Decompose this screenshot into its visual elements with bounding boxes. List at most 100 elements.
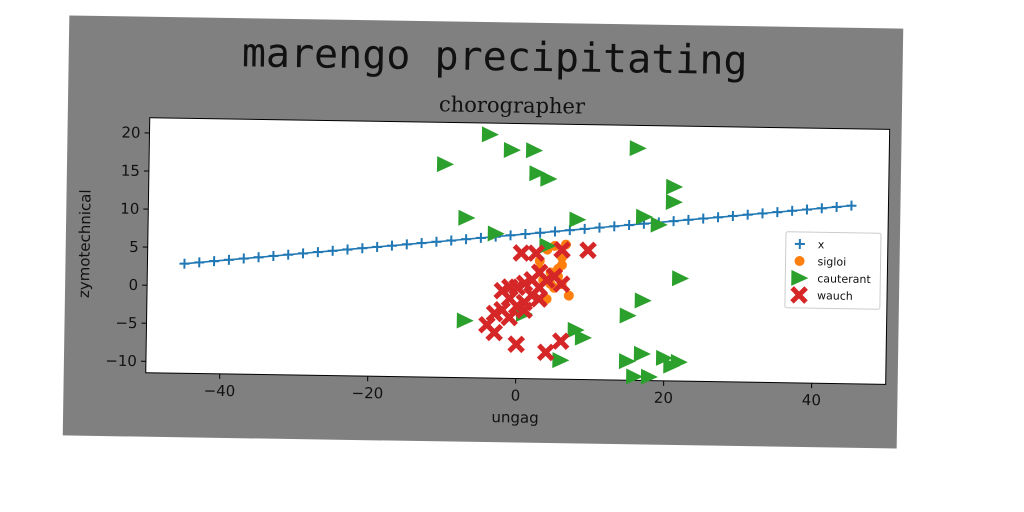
point-x-35 xyxy=(698,213,709,224)
point-x-3 xyxy=(223,254,234,265)
point-wauch-26 xyxy=(500,278,519,296)
series-line-x xyxy=(184,204,852,265)
point-x-23 xyxy=(520,229,531,240)
point-cauterant-20 xyxy=(574,329,592,346)
point-x-33 xyxy=(668,216,679,227)
point-wauch-21 xyxy=(485,323,504,342)
point-cauterant-15 xyxy=(671,270,690,287)
point-x-45 xyxy=(846,200,857,211)
legend-label-sigloi: sigloi xyxy=(817,255,846,268)
point-cauterant-26 xyxy=(626,368,644,385)
point-x-39 xyxy=(757,208,768,219)
point-x-20 xyxy=(475,232,486,243)
point-cauterant-8 xyxy=(665,193,683,210)
point-cauterant-18 xyxy=(456,312,474,329)
point-wauch-2 xyxy=(553,240,571,259)
y-tick-label-0: −10 xyxy=(105,352,137,370)
point-x-17 xyxy=(431,236,442,247)
point-wauch-25 xyxy=(515,301,534,319)
legend-marker-sigloi xyxy=(794,255,805,266)
chart-panel: marengo precipitating chorographer −40 −2… xyxy=(62,15,904,449)
point-wauch-27 xyxy=(530,263,549,282)
point-wauch-19 xyxy=(500,308,519,327)
y-tick-label-2: 0 xyxy=(128,276,138,294)
point-x-4 xyxy=(238,253,249,264)
legend-marker-x xyxy=(794,238,805,249)
legend-box xyxy=(784,231,882,310)
y-tick-label-5: 15 xyxy=(121,162,140,180)
point-x-13 xyxy=(372,241,383,252)
point-wauch-22 xyxy=(507,335,526,354)
point-sigloi-10 xyxy=(563,290,574,301)
point-wauch-1 xyxy=(527,244,546,263)
point-x-30 xyxy=(624,219,635,231)
legend-marker-cauterant xyxy=(791,269,809,286)
point-cauterant-19 xyxy=(567,321,585,338)
point-x-14 xyxy=(386,240,397,251)
point-wauch-24 xyxy=(551,332,570,351)
point-cauterant-5 xyxy=(540,170,558,187)
point-x-43 xyxy=(816,203,827,214)
point-wauch-23 xyxy=(536,343,555,362)
point-cauterant-1 xyxy=(481,126,499,143)
point-x-15 xyxy=(401,239,412,250)
point-x-29 xyxy=(609,221,620,232)
x-tick-label-0: −40 xyxy=(204,382,236,400)
point-cauterant-2 xyxy=(503,141,521,158)
point-x-22 xyxy=(505,230,516,241)
point-x-18 xyxy=(446,235,457,246)
y-tick-label-6: 20 xyxy=(121,124,140,142)
point-cauterant-28 xyxy=(552,352,570,369)
y-tick-label-1: −5 xyxy=(115,314,137,332)
point-cauterant-23 xyxy=(655,349,674,366)
point-cauterant-3 xyxy=(525,142,544,159)
point-wauch-3 xyxy=(579,241,597,260)
point-cauterant-6 xyxy=(629,140,647,157)
point-cauterant-25 xyxy=(670,353,688,370)
legend: x sigloi cauterant wauch xyxy=(784,231,882,310)
point-sigloi-13 xyxy=(556,260,567,271)
point-x-0 xyxy=(179,258,190,269)
point-x-1 xyxy=(194,257,205,268)
series-layer xyxy=(179,126,857,385)
legend-label-x: x xyxy=(818,238,825,251)
series-cauterant xyxy=(436,126,690,385)
point-x-6 xyxy=(268,250,279,261)
point-x-5 xyxy=(253,252,264,263)
point-x-34 xyxy=(683,214,694,225)
x-tick-label-4: 40 xyxy=(802,391,821,409)
point-cauterant-11 xyxy=(458,209,476,226)
axes: −40 −20 0 20 40 −10 −5 0 5 10 15 20 xyxy=(105,117,891,409)
point-cauterant-14 xyxy=(539,237,557,254)
x-tick-label-3: 20 xyxy=(654,389,673,407)
point-x-27 xyxy=(579,223,590,234)
point-x-7 xyxy=(283,249,294,260)
point-wauch-0 xyxy=(512,244,531,262)
point-cauterant-4 xyxy=(529,165,547,182)
point-cauterant-16 xyxy=(634,292,652,309)
point-x-16 xyxy=(416,238,427,249)
scatter-chart: marengo precipitating chorographer −40 −2… xyxy=(75,30,891,427)
point-x-40 xyxy=(772,207,783,218)
point-x-25 xyxy=(550,226,561,237)
point-cauterant-12 xyxy=(487,225,505,242)
x-axis-label: ungag xyxy=(491,408,539,427)
y-tick-label-3: 5 xyxy=(129,238,139,256)
point-cauterant-22 xyxy=(633,345,651,362)
point-x-24 xyxy=(535,227,546,238)
legend-label-cauterant: cauterant xyxy=(817,272,871,286)
point-cauterant-10 xyxy=(650,216,668,233)
point-cauterant-27 xyxy=(640,368,658,385)
x-tick-label-2: 0 xyxy=(511,386,521,404)
point-x-2 xyxy=(209,256,220,267)
point-wauch-11 xyxy=(552,275,571,293)
point-x-8 xyxy=(298,248,309,259)
point-x-11 xyxy=(342,244,353,255)
y-axis-label: zymotechnical xyxy=(75,189,95,298)
point-x-44 xyxy=(831,201,842,212)
chart-subtitle: chorographer xyxy=(439,92,586,118)
point-cauterant-0 xyxy=(436,156,455,173)
series-wauch xyxy=(478,240,597,362)
y-tick-label-4: 10 xyxy=(120,200,139,218)
x-tick-label-1: −20 xyxy=(351,384,383,402)
